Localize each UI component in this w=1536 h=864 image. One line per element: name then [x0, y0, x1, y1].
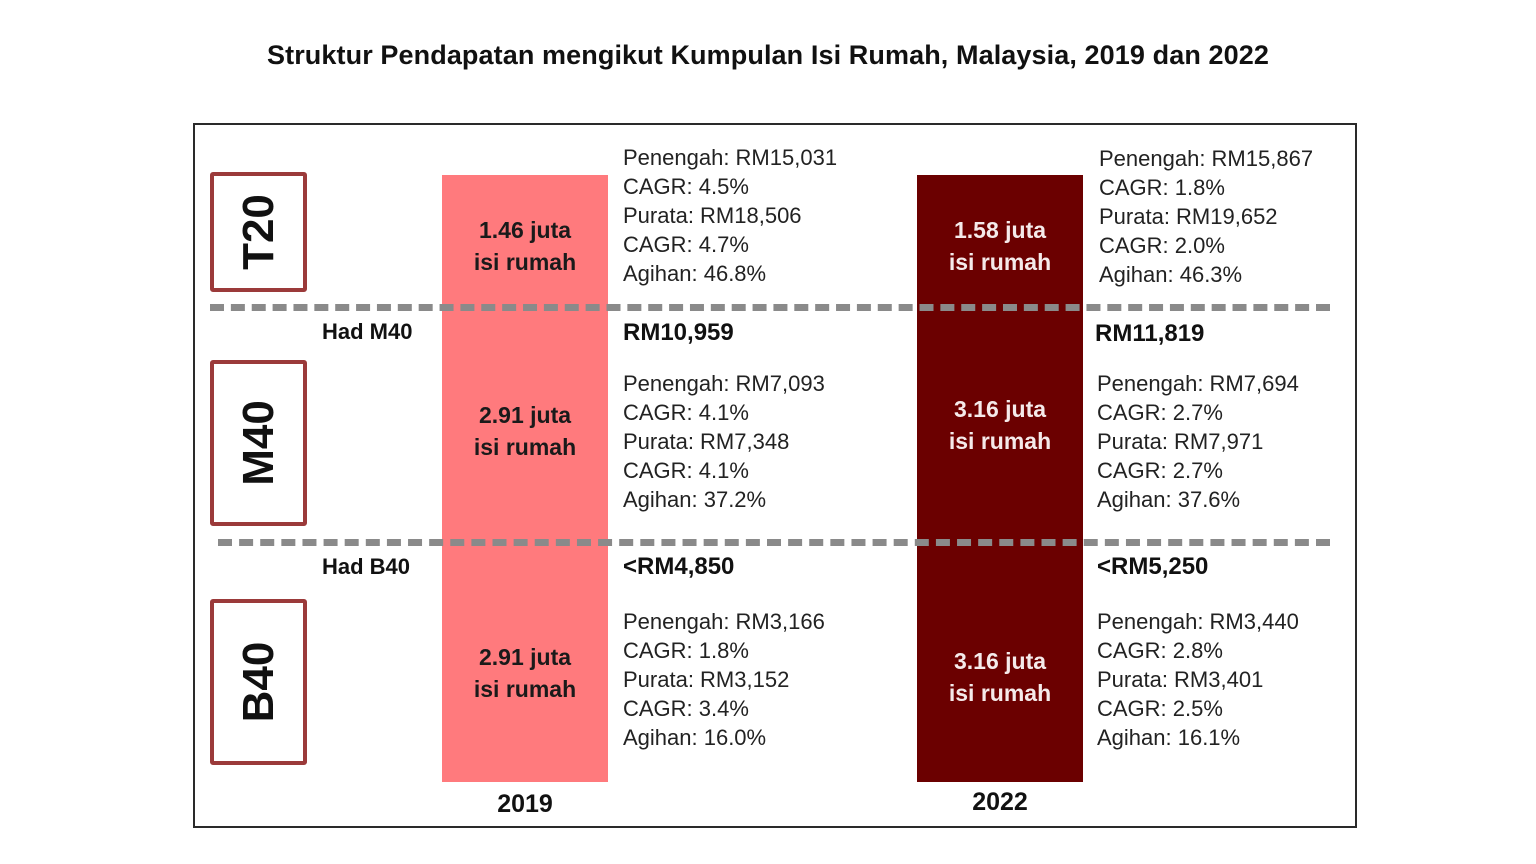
threshold-value-m40-2019: RM10,959	[623, 319, 734, 346]
bar-2019: 1.46 juta isi rumah 2.91 juta isi rumah …	[442, 175, 608, 782]
household-count-2022-t20: 1.58 juta isi rumah	[948, 217, 1052, 275]
household-count-2019-t20: 1.46 juta isi rumah	[473, 217, 577, 275]
stats-2019-b40: Penengah: RM3,166 CAGR: 1.8% Purata: RM3…	[623, 609, 825, 750]
year-label-2022: 2022	[972, 788, 1028, 816]
group-box-b40: B40	[210, 599, 307, 765]
diagram-frame	[193, 123, 1357, 828]
stats-2019-m40: Penengah: RM7,093 CAGR: 4.1% Purata: RM7…	[623, 371, 825, 512]
page-title: Struktur Pendapatan mengikut Kumpulan Is…	[267, 40, 1269, 70]
divider-t20-m40	[210, 304, 1330, 311]
stats-2019-t20: Penengah: RM15,031 CAGR: 4.5% Purata: RM…	[623, 145, 838, 286]
stats-2022-t20: Penengah: RM15,867 CAGR: 1.8% Purata: RM…	[1099, 146, 1314, 287]
household-count-2019-b40: 2.91 juta isi rumah	[473, 644, 577, 702]
stats-2022-b40: Penengah: RM3,440 CAGR: 2.8% Purata: RM3…	[1097, 609, 1299, 750]
household-count-2022-m40: 3.16 juta isi rumah	[948, 396, 1052, 454]
bar-2022: 1.58 juta isi rumah 3.16 juta isi rumah …	[917, 175, 1083, 782]
group-box-m40: M40	[210, 360, 307, 526]
group-label: T20	[233, 194, 283, 270]
group-box-t20: T20	[210, 172, 307, 292]
household-count-2019-m40: 2.91 juta isi rumah	[473, 402, 577, 460]
divider-m40-b40	[218, 539, 1330, 546]
threshold-value-m40-2022: RM11,819	[1095, 320, 1205, 347]
threshold-label-m40: Had M40	[322, 319, 413, 344]
threshold-value-b40-2022: <RM5,250	[1097, 553, 1209, 580]
group-label: B40	[233, 641, 283, 723]
group-label: M40	[233, 400, 283, 486]
household-count-2022-b40: 3.16 juta isi rumah	[948, 648, 1052, 706]
threshold-value-b40-2019: <RM4,850	[623, 553, 735, 580]
threshold-label-b40: Had B40	[322, 554, 411, 579]
year-label-2019: 2019	[497, 790, 553, 818]
stats-2022-m40: Penengah: RM7,694 CAGR: 2.7% Purata: RM7…	[1097, 371, 1299, 512]
